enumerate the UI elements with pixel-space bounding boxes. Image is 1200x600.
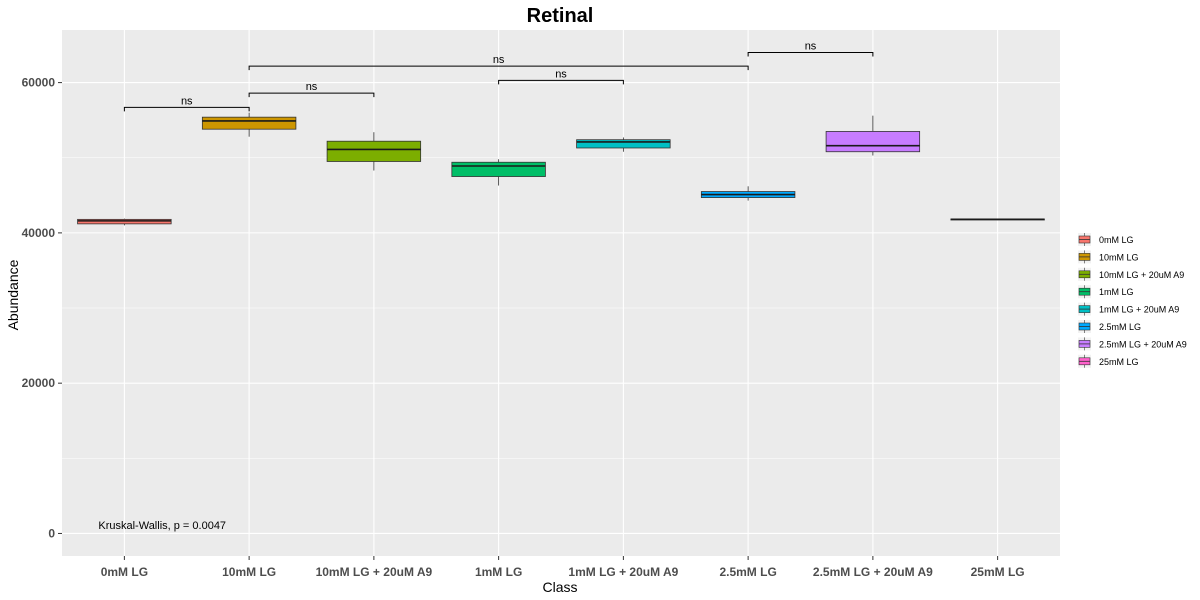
box-2 <box>326 132 422 171</box>
bracket-line <box>747 52 874 57</box>
significance-bracket: ns <box>747 41 874 57</box>
box-body <box>451 161 546 177</box>
box-body <box>825 131 921 153</box>
box-3 <box>451 159 546 186</box>
x-tick-label: 10mM LG <box>222 565 276 579</box>
significance-bracket: ns <box>248 54 749 71</box>
legend-item: 10mM LG + 20uM A9 <box>1078 267 1184 281</box>
legend: 0mM LG 10mM LG 10mM LG + 20uM A9 1mM LG 1mM … <box>1078 233 1187 368</box>
significance-label: ns <box>805 41 817 53</box>
y-tick-label: 0 <box>48 526 55 540</box>
legend-label: 1mM LG + 20uM A9 <box>1099 305 1179 315</box>
y-tick-label: 40000 <box>22 226 56 240</box>
grid-lines <box>62 30 1060 556</box>
legend-label: 25mM LG <box>1099 357 1139 367</box>
x-tick-label: 1mM LG <box>475 565 522 579</box>
y-axis-title: Abundance <box>5 259 21 330</box>
box-body <box>326 140 422 162</box>
significance-bracket: ns <box>498 68 624 85</box>
legend-item: 10mM LG <box>1078 250 1139 264</box>
y-tick-label: 20000 <box>22 376 56 390</box>
bracket-line <box>498 79 624 85</box>
box-1 <box>201 112 297 137</box>
significance-label: ns <box>493 54 505 66</box>
chart-title: Retinal <box>527 5 594 27</box>
legend-label: 2.5mM LG + 20uM A9 <box>1099 339 1187 349</box>
x-tick-label: 10mM LG + 20uM A9 <box>316 565 433 579</box>
box-body <box>576 139 671 149</box>
box-0 <box>77 218 172 226</box>
legend-label: 10mM LG + 20uM A9 <box>1099 270 1184 280</box>
x-tick-label: 2.5mM LG + 20uM A9 <box>813 565 933 579</box>
legend-label: 10mM LG <box>1099 252 1139 262</box>
bracket-line <box>248 92 375 98</box>
legend-item: 1mM LG <box>1078 285 1134 299</box>
legend-label: 0mM LG <box>1099 235 1134 245</box>
y-tick-label: 60000 <box>22 76 56 90</box>
legend-item: 25mM LG <box>1078 354 1139 368</box>
box-4 <box>576 137 671 152</box>
significance-label: ns <box>181 95 193 107</box>
significance-brackets: ns ns ns ns ns <box>123 41 874 112</box>
significance-label: ns <box>555 68 567 80</box>
box-7 <box>950 218 1045 221</box>
x-axis: 0mM LG 10mM LG 10mM LG + 20uM A9 1mM LG 1mM … <box>101 556 1025 579</box>
box-series <box>77 112 1045 226</box>
legend-label: 2.5mM LG <box>1099 322 1141 332</box>
x-tick-label: 25mM LG <box>971 565 1025 579</box>
legend-item: 2.5mM LG <box>1078 320 1141 333</box>
box-6 <box>825 115 921 156</box>
legend-item: 0mM LG <box>1078 233 1134 246</box>
y-axis: 0 20000 40000 60000 <box>22 76 62 540</box>
x-axis-title: Class <box>542 579 577 595</box>
test-annotation: Kruskal-Wallis, p = 0.0047 <box>98 520 226 532</box>
x-tick-label: 0mM LG <box>101 565 148 579</box>
x-tick-label: 1mM LG + 20uM A9 <box>568 565 678 579</box>
legend-label: 1mM LG <box>1099 287 1134 297</box>
box-body <box>201 116 297 130</box>
significance-bracket: ns <box>248 81 375 98</box>
significance-bracket: ns <box>123 95 250 112</box>
bracket-line <box>248 65 749 71</box>
bracket-line <box>123 106 250 112</box>
legend-item: 1mM LG + 20uM A9 <box>1078 302 1179 316</box>
plot-panel <box>62 30 1060 556</box>
x-tick-label: 2.5mM LG <box>719 565 776 579</box>
box-5 <box>700 186 796 201</box>
significance-label: ns <box>306 81 318 93</box>
legend-item: 2.5mM LG + 20uM A9 <box>1078 337 1187 351</box>
